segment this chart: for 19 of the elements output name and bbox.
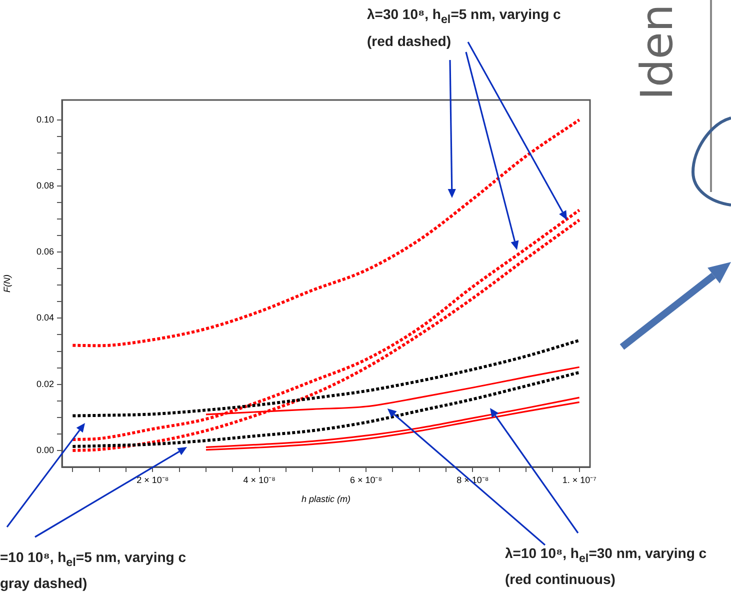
text: Iden xyxy=(632,4,683,100)
x-tick-label: 4 × 10⁻⁸ xyxy=(243,474,276,485)
text: (red dashed) xyxy=(367,33,452,49)
y-tick-label: 0.00 xyxy=(36,444,54,455)
x-tick-label: 2 × 10⁻⁸ xyxy=(136,474,169,485)
y-tick-label: 0.06 xyxy=(36,246,54,257)
y-tick-label: 0.02 xyxy=(36,378,54,389)
text: =10 10⁸, h$_{el}$=5 nm, varying c xyxy=(0,549,186,569)
y-tick-label: 0.10 xyxy=(36,114,54,124)
x-tick-label: 1. × 10⁻⁷ xyxy=(562,474,596,485)
y-axis-title: F(N) xyxy=(2,274,12,292)
annotation: λ=10 10⁸, h$_{el}$=30 nm, varying c xyxy=(505,545,707,565)
y-tick-label: 0.08 xyxy=(36,180,54,190)
y-tick-label: 0.04 xyxy=(36,312,54,323)
text: λ=30 10⁸, h$_{el}$=5 nm, varying c xyxy=(367,6,561,26)
text: (red continuous) xyxy=(505,571,616,587)
x-axis-title: h plastic (m) xyxy=(301,494,351,504)
text: gray dashed) xyxy=(0,575,88,591)
x-tick-label: 6 × 10⁻⁸ xyxy=(350,474,382,485)
